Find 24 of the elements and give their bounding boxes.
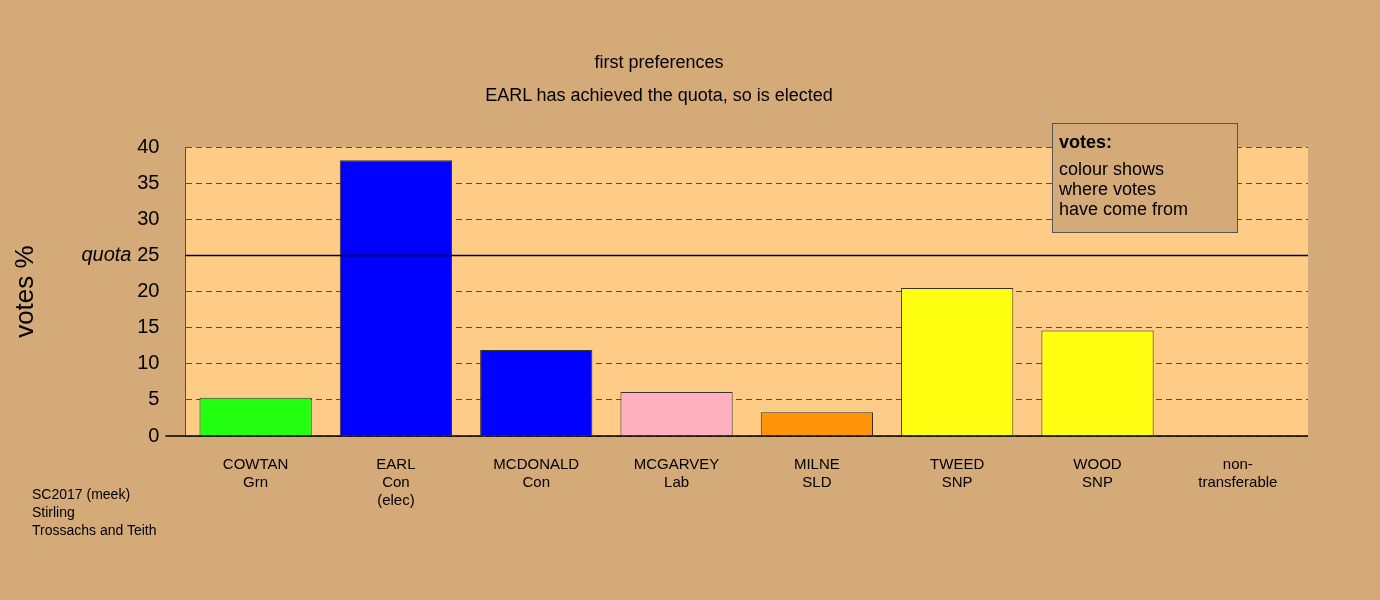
- x-tick-label: TWEED SNP: [930, 455, 985, 491]
- x-tick-label: WOOD SNP: [1073, 455, 1122, 491]
- x-tick-label: EARL Con (elec): [376, 455, 416, 509]
- y-tick-label: 10: [137, 351, 160, 374]
- y-axis-title: votes %: [8, 245, 39, 338]
- x-tick-label: MCGARVEY Lab: [633, 455, 720, 491]
- chart-subtitle: EARL has achieved the quota, so is elected: [485, 85, 833, 106]
- y-tick-label: 25: [137, 243, 160, 266]
- y-tick-label: 0: [148, 423, 160, 446]
- y-tick-label: 40: [137, 134, 160, 157]
- y-tick-label: 5: [148, 387, 160, 410]
- y-tick-label: 15: [137, 315, 160, 338]
- x-tick-label: COWTAN Grn: [222, 455, 289, 491]
- x-tick-label: MILNE SLD: [793, 455, 840, 491]
- ref-line-label: quota: [81, 243, 132, 266]
- x-tick-label: MCDONALD Con: [493, 455, 580, 491]
- text: SC2017 (meek) Stirling Trossachs and Teith: [32, 485, 157, 539]
- chart-title: first preferences: [594, 51, 724, 72]
- x-tick-label: non- transferable: [1198, 455, 1278, 491]
- y-tick-label: 35: [137, 170, 160, 193]
- y-tick-label: 30: [137, 206, 160, 229]
- annotation: votes:: [1059, 132, 1113, 153]
- y-tick-label: 20: [137, 279, 160, 302]
- annotation: colour shows where votes have come from: [1059, 159, 1190, 219]
